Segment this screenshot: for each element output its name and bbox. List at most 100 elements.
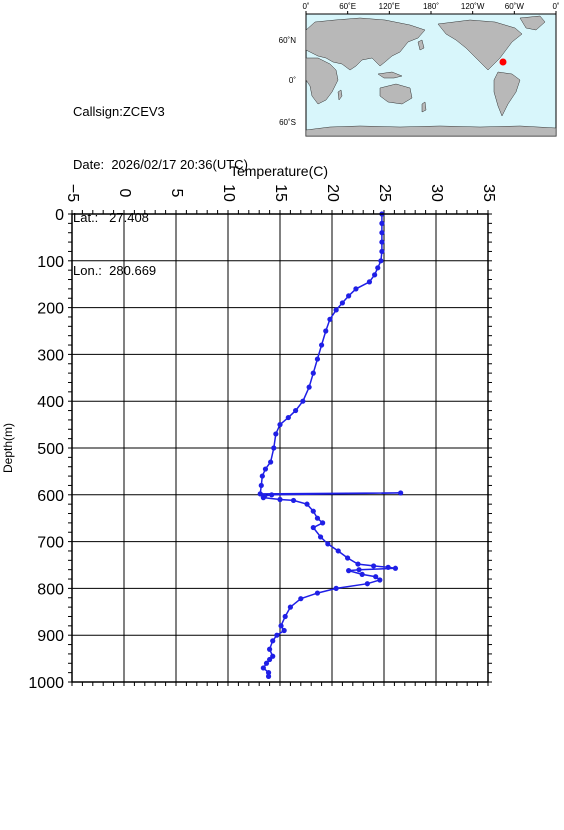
temperature-point <box>260 665 266 671</box>
temperature-point <box>268 459 274 465</box>
temperature-point <box>335 548 341 554</box>
map-lat-ticks: 60˚N 0˚ 60˚S <box>279 36 297 127</box>
temperature-point <box>267 646 273 652</box>
y-tick-label: 300 <box>37 347 64 364</box>
map-lon-tick-label: 0˚ <box>552 2 559 11</box>
x-tick-label: 35 <box>480 184 497 202</box>
x-axis-label: Temperature(C) <box>230 163 328 179</box>
date-label: Date: <box>73 157 105 172</box>
temperature-point <box>333 307 339 313</box>
temperature-point <box>267 656 273 663</box>
land-eurasia <box>305 17 426 71</box>
map-lat-tick-label: 60˚S <box>279 118 296 127</box>
temperature-point <box>379 230 385 236</box>
x-tick-label: 20 <box>324 184 341 202</box>
temperature-point <box>314 590 321 596</box>
temperature-point <box>398 490 404 496</box>
temperature-point <box>310 508 316 514</box>
temperature-point <box>371 563 377 569</box>
temperature-point <box>353 286 359 292</box>
y-tick-label: 0 <box>55 207 64 224</box>
land-australia <box>379 83 413 105</box>
y-tick-label: 700 <box>37 535 64 552</box>
map-land <box>305 15 557 137</box>
land-japan <box>417 39 425 51</box>
temperature-point <box>346 568 352 574</box>
y-axis-label: Depth(m) <box>1 423 15 473</box>
station-info: Callsign:ZCEV3 Date: 2026/02/17 20:36(UT… <box>73 72 248 295</box>
temperature-point <box>375 265 381 271</box>
y-tick-label: 600 <box>37 488 64 505</box>
temperature-point <box>265 670 272 676</box>
temperature-point <box>270 653 276 659</box>
land-indonesia <box>377 71 403 79</box>
date-row: Date: 2026/02/17 20:36(UTC) <box>73 157 248 173</box>
profile-chart: −5 0 5 10 15 20 25 30 35 01002003004005006007008… <box>1 163 497 692</box>
lon-value: 280.669 <box>109 263 157 278</box>
temperature-point <box>265 673 272 679</box>
y-tick-label: 500 <box>37 441 64 458</box>
temperature-point <box>281 627 287 634</box>
temperature-point <box>274 632 280 638</box>
y-tick-label: 1000 <box>28 675 64 692</box>
temperature-point <box>379 220 385 226</box>
y-tick-label: 400 <box>37 394 64 411</box>
temperature-point <box>282 613 288 620</box>
temperature-point <box>293 407 299 414</box>
x-tick-label: 0 <box>116 189 133 198</box>
temperature-series <box>257 211 404 679</box>
land-africa <box>305 57 339 105</box>
station-marker <box>499 58 507 66</box>
temperature-point <box>314 356 321 362</box>
temperature-point <box>366 279 373 285</box>
land-north-america <box>437 19 523 71</box>
lon-row: Lon.: 280.669 <box>73 263 248 279</box>
x-tick-label: 5 <box>168 189 185 198</box>
temperature-point <box>327 316 333 322</box>
temperature-point <box>285 414 291 421</box>
temperature-point <box>273 431 279 437</box>
plot-frame <box>71 213 489 683</box>
temperature-point <box>263 660 270 666</box>
temperature-point <box>306 384 312 390</box>
map-lon-tick-label: 120˚E <box>379 2 400 11</box>
temperature-point <box>271 445 277 451</box>
temperature-point <box>290 497 297 504</box>
land-new-zealand <box>421 101 427 113</box>
temperature-point <box>258 482 264 489</box>
temperature-point <box>372 272 378 278</box>
temperature-point <box>320 520 326 526</box>
map-lon-tick-label: 60˚E <box>339 2 356 11</box>
temperature-point <box>373 574 379 580</box>
map-lon-tick-label: 60˚W <box>505 2 525 11</box>
temperature-point <box>378 258 384 264</box>
temperature-point <box>262 466 269 472</box>
x-tick-label: 15 <box>272 184 289 202</box>
map-lon-tick-label: 180˚ <box>423 2 439 11</box>
x-tick-label: 10 <box>220 184 237 202</box>
temperature-point <box>260 495 266 501</box>
temperature-point <box>379 248 385 255</box>
temperature-point <box>355 561 361 567</box>
temperature-point <box>323 328 329 334</box>
land-madagascar <box>337 89 343 101</box>
temperature-point <box>392 565 399 571</box>
temperature-point <box>269 492 275 498</box>
temperature-point <box>379 239 385 245</box>
temperature-point <box>270 638 276 644</box>
map-lat-tick-label: 0˚ <box>289 76 296 85</box>
callsign-label: Callsign: <box>73 104 123 119</box>
temperature-point <box>319 342 325 348</box>
temperature-point <box>300 398 306 404</box>
temperature-point <box>304 501 310 507</box>
x-tick-label: −5 <box>64 184 81 202</box>
chart-y-tick-labels: 0 100 200 300 400 500 600 700 800 900 1000 <box>28 207 64 692</box>
world-map: 0˚ 60˚E 120˚E 180˚ 120˚W 60˚W 0˚ 60˚N 0˚ 60˚S <box>279 2 560 137</box>
temperature-point <box>377 577 383 583</box>
x-tick-label: 30 <box>428 184 445 202</box>
date-value: 2026/02/17 20:36(UTC) <box>111 157 248 172</box>
land-south-america <box>493 71 521 117</box>
temperature-point <box>310 370 316 376</box>
land-greenland <box>519 15 546 31</box>
callsign-value: ZCEV3 <box>122 104 165 119</box>
